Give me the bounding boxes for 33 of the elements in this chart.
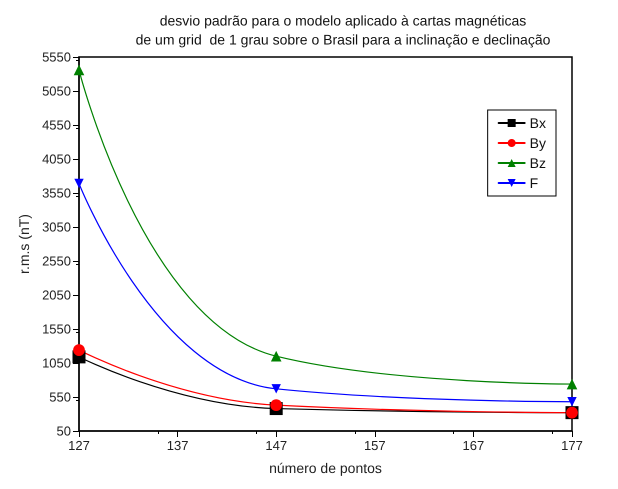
point — [74, 178, 84, 188]
y-tick-label: 5550 — [42, 50, 71, 64]
x-tick-label: 157 — [364, 438, 386, 453]
legend-label: Bz — [530, 155, 546, 171]
point — [73, 344, 85, 356]
point — [270, 350, 282, 362]
y-tick-label: 1550 — [42, 322, 71, 336]
x-tick-label: 147 — [265, 438, 288, 453]
x-tick-label: 167 — [462, 438, 484, 453]
y-tick-label: 4050 — [42, 152, 71, 166]
point — [566, 378, 578, 390]
point — [272, 384, 281, 394]
point — [74, 64, 84, 76]
x-tick-label: 127 — [68, 438, 90, 453]
y-tick-label: 550 — [49, 390, 71, 404]
y-tick-label: 2050 — [42, 288, 71, 302]
legend-label: F — [530, 175, 538, 191]
y-tick-label: 3550 — [42, 186, 71, 200]
y-tick-label: 4550 — [42, 118, 71, 132]
point — [567, 397, 577, 406]
legend-label: By — [530, 135, 546, 151]
chart-title: desvio padrão para o modelo aplicado à cartas magnéticas de um grid de 1 grau sobre o Brasil para a inclinação e declinação — [136, 12, 551, 48]
x-tick-label: 177 — [561, 438, 583, 453]
y-tick-label: 50 — [56, 424, 71, 438]
x-tick-label: 137 — [166, 438, 188, 453]
y-axis-title: r.m.s (nT) — [16, 214, 32, 274]
legend-label: Bx — [530, 115, 546, 131]
x-axis-title: número de pontos — [269, 460, 382, 476]
y-tick-label: 3050 — [42, 220, 71, 234]
y-tick-label: 1050 — [42, 356, 71, 370]
y-tick-label: 5050 — [42, 84, 71, 98]
point — [270, 399, 282, 412]
y-tick-label: 2550 — [42, 254, 71, 268]
